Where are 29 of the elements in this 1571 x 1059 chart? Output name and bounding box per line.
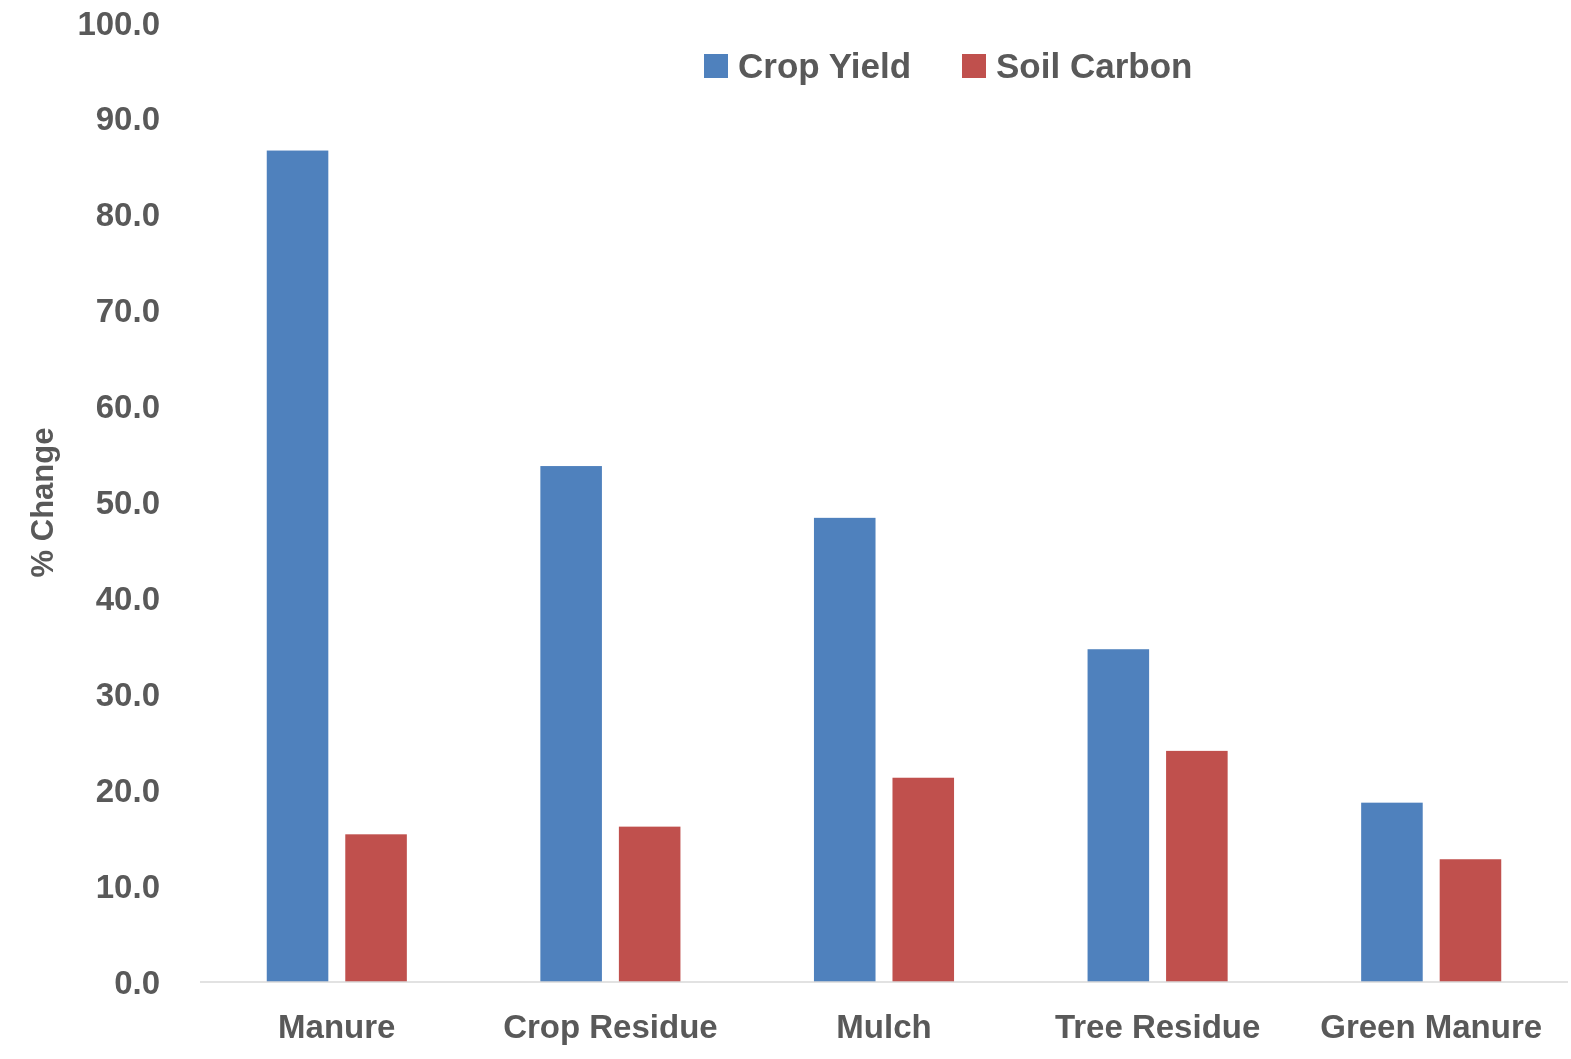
x-tick-label: Green Manure bbox=[1320, 1008, 1543, 1045]
y-tick-label: 80.0 bbox=[95, 196, 160, 234]
y-tick-label: 30.0 bbox=[95, 675, 160, 713]
bar bbox=[618, 826, 681, 982]
bar bbox=[345, 834, 407, 982]
bar bbox=[540, 466, 602, 982]
bar bbox=[1361, 802, 1423, 982]
bar bbox=[1166, 750, 1228, 982]
x-tick-label: Crop Residue bbox=[503, 1008, 718, 1045]
x-tick-label: Manure bbox=[278, 1008, 396, 1045]
legend-label: Crop Yield bbox=[738, 46, 912, 86]
bar bbox=[892, 777, 955, 982]
legend-label: Soil Carbon bbox=[996, 46, 1193, 86]
bar bbox=[1087, 649, 1150, 982]
bar bbox=[266, 150, 329, 982]
bar bbox=[813, 517, 876, 982]
y-tick-label: 50.0 bbox=[95, 484, 160, 522]
y-tick-label: 100.0 bbox=[77, 4, 160, 42]
y-tick-label: 40.0 bbox=[95, 579, 160, 617]
y-tick-label: 70.0 bbox=[95, 292, 160, 330]
x-tick-label: Mulch bbox=[836, 1008, 932, 1045]
y-tick-label: 0.0 bbox=[114, 963, 160, 1001]
y-tick-label: 20.0 bbox=[95, 771, 160, 809]
bar bbox=[1439, 859, 1502, 982]
y-tick-label: 10.0 bbox=[95, 867, 160, 905]
y-tick-label: 60.0 bbox=[95, 388, 160, 426]
y-tick-label: 90.0 bbox=[95, 100, 160, 138]
x-tick-label: Tree Residue bbox=[1054, 1008, 1261, 1045]
y-axis-title: % Change bbox=[25, 427, 60, 578]
